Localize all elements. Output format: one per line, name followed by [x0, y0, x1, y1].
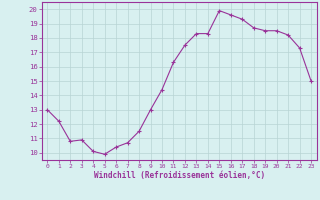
X-axis label: Windchill (Refroidissement éolien,°C): Windchill (Refroidissement éolien,°C)	[94, 171, 265, 180]
